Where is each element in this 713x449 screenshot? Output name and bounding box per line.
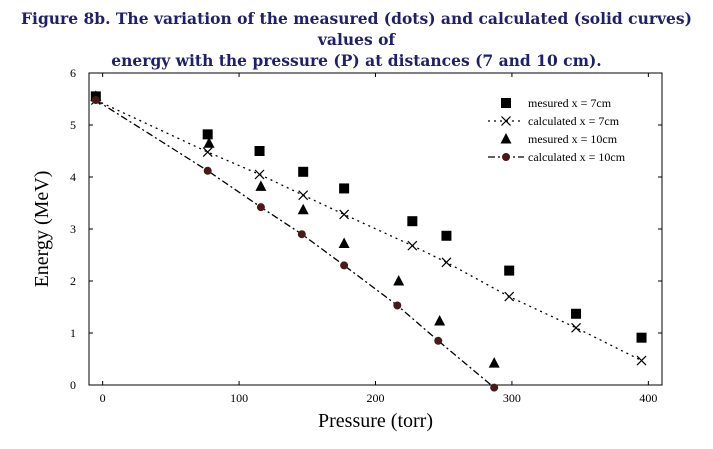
x-tick-label: 300 bbox=[503, 391, 521, 405]
x-tick-label: 400 bbox=[639, 391, 657, 405]
data-point bbox=[407, 216, 418, 227]
legend-entry: calculated x = 10cm bbox=[488, 150, 626, 164]
data-point bbox=[254, 146, 265, 156]
y-tick-label: 0 bbox=[70, 378, 76, 392]
data-point bbox=[340, 261, 349, 270]
series-layer bbox=[90, 90, 647, 392]
legend-entry: calculated x = 7cm bbox=[488, 114, 620, 128]
data-point bbox=[339, 183, 350, 194]
x-axis-title: Pressure (torr) bbox=[318, 410, 433, 432]
y-tick-label: 4 bbox=[70, 170, 76, 184]
legend-label: calculated x = 10cm bbox=[528, 150, 626, 164]
series-1 bbox=[90, 91, 647, 343]
data-point bbox=[339, 209, 350, 220]
data-point bbox=[490, 383, 499, 392]
data-point bbox=[91, 96, 100, 105]
legend-label: mesured x = 10cm bbox=[528, 132, 618, 146]
x-tick-label: 0 bbox=[100, 391, 106, 405]
y-tick-label: 2 bbox=[70, 274, 76, 288]
legend-label: mesured x = 7cm bbox=[528, 96, 612, 110]
data-point bbox=[571, 308, 582, 319]
data-point bbox=[488, 357, 500, 368]
y-tick-label: 5 bbox=[70, 118, 76, 132]
data-point bbox=[202, 129, 213, 140]
data-point bbox=[407, 240, 418, 251]
data-point bbox=[434, 315, 446, 326]
figure-title-line-1: Figure 8b. The variation of the measured… bbox=[21, 9, 692, 49]
series-4 bbox=[91, 96, 499, 392]
series-line bbox=[95, 99, 642, 362]
data-point bbox=[297, 203, 309, 215]
data-point bbox=[203, 137, 215, 148]
legend-entry: mesured x = 7cm bbox=[501, 96, 612, 110]
data-point bbox=[202, 147, 213, 157]
x-tick-label: 200 bbox=[367, 391, 385, 405]
legend: mesured x = 7cm calculated x = 7cm mesured… bbox=[488, 96, 626, 164]
data-point bbox=[504, 265, 515, 276]
data-point bbox=[504, 291, 515, 302]
legend-label: calculated x = 7cm bbox=[528, 114, 620, 128]
y-tick-label: 3 bbox=[70, 222, 76, 236]
data-point bbox=[298, 166, 309, 177]
data-point bbox=[441, 257, 452, 268]
figure-title-line-2: energy with the pressure (P) at distance… bbox=[111, 51, 602, 70]
data-point bbox=[393, 275, 405, 286]
data-point bbox=[636, 332, 647, 343]
legend-swatch-marker bbox=[502, 153, 510, 161]
data-point bbox=[338, 237, 350, 249]
x-tick-label: 100 bbox=[230, 391, 248, 405]
axes: 0 100 200 300 400 0 1 2 3 4 5 6 bbox=[70, 66, 663, 405]
legend-swatch-marker bbox=[501, 98, 511, 108]
legend-entry: mesured x = 10cm bbox=[500, 132, 618, 146]
data-point bbox=[254, 169, 265, 180]
y-tick-label: 1 bbox=[70, 326, 76, 340]
data-point bbox=[393, 301, 402, 310]
data-point bbox=[298, 190, 309, 201]
data-point bbox=[256, 203, 265, 212]
data-point bbox=[297, 230, 306, 239]
data-point bbox=[636, 355, 647, 366]
data-point bbox=[203, 166, 212, 175]
legend-swatch-marker bbox=[500, 133, 512, 144]
y-tick-label: 6 bbox=[70, 66, 76, 80]
legend-swatch-marker bbox=[501, 116, 511, 126]
figure-title: Figure 8b. The variation of the measured… bbox=[0, 8, 713, 71]
series-line bbox=[95, 99, 495, 389]
y-axis-title: Energy (MeV) bbox=[31, 171, 53, 288]
data-point bbox=[434, 336, 443, 345]
series-3 bbox=[90, 90, 500, 368]
data-point bbox=[571, 322, 581, 333]
data-point bbox=[441, 230, 452, 241]
data-point bbox=[255, 180, 267, 191]
